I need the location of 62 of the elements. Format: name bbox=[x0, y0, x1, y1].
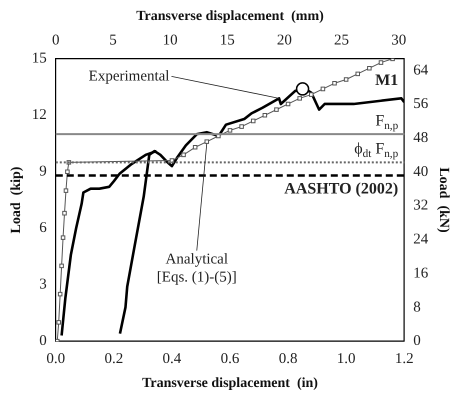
x2-tick-label: 15 bbox=[220, 32, 235, 49]
point bbox=[192, 145, 198, 150]
x2-axis-title: Transverse displacement (mm) bbox=[136, 9, 324, 24]
y-tick-label: 15 bbox=[32, 50, 47, 67]
point bbox=[60, 235, 66, 240]
point bbox=[65, 169, 70, 174]
y-tick-label: 9 bbox=[39, 164, 47, 180]
x2-tick-label: 10 bbox=[162, 32, 178, 49]
y2-tick-label: 24 bbox=[413, 232, 429, 248]
point bbox=[296, 82, 310, 96]
x2-tick-label: 30 bbox=[391, 32, 406, 49]
point bbox=[228, 128, 232, 133]
y-tick-label: 6 bbox=[39, 220, 48, 236]
x-tick-label: 0.8 bbox=[278, 351, 298, 368]
x2-tick-label: 0 bbox=[52, 32, 60, 49]
y2-tick-label: 64 bbox=[413, 62, 429, 78]
point bbox=[274, 107, 279, 112]
point bbox=[239, 124, 244, 129]
x2-tick-label: 25 bbox=[334, 32, 350, 49]
x-tick-label: 0.0 bbox=[46, 351, 66, 368]
point bbox=[181, 152, 186, 158]
point bbox=[59, 264, 64, 268]
point bbox=[367, 66, 372, 70]
y-tick-label: 3 bbox=[39, 276, 47, 293]
x2-tick-label: 5 bbox=[109, 32, 117, 49]
y2-tick-label: 16 bbox=[413, 265, 429, 282]
x-tick-label: 0.2 bbox=[104, 351, 124, 368]
point bbox=[204, 139, 210, 144]
x-tick-label: 0.4 bbox=[162, 351, 182, 368]
point bbox=[62, 210, 67, 216]
y-tick-label: 12 bbox=[32, 107, 47, 124]
point bbox=[355, 72, 360, 76]
x-tick-label: 1.0 bbox=[336, 351, 356, 368]
y-axis-title: Load (kip) bbox=[9, 166, 24, 234]
point bbox=[262, 113, 268, 118]
point bbox=[250, 118, 256, 124]
point bbox=[320, 86, 326, 92]
point bbox=[332, 81, 337, 86]
x-axis-title: Transverse displacement (in) bbox=[142, 376, 318, 392]
point bbox=[309, 92, 314, 97]
y2-tick-label: 32 bbox=[413, 198, 428, 214]
y2-tick-label: 0 bbox=[413, 333, 421, 350]
point bbox=[286, 102, 290, 106]
x-tick-label: 0.6 bbox=[220, 351, 240, 368]
point bbox=[58, 292, 62, 296]
y2-tick-label: 48 bbox=[413, 130, 428, 146]
x-tick-label: 1.2 bbox=[394, 351, 414, 368]
point bbox=[378, 60, 384, 65]
point bbox=[297, 96, 302, 101]
annotation: Experimental bbox=[88, 68, 170, 84]
ref-line-label: AASHTO (2002) bbox=[284, 180, 398, 198]
y2-tick-label: 56 bbox=[413, 96, 429, 112]
y2-axis-title: Load (kN) bbox=[436, 167, 451, 234]
y-tick-label: 0 bbox=[39, 333, 47, 350]
point bbox=[56, 320, 61, 325]
x2-tick-label: 20 bbox=[276, 32, 292, 49]
point bbox=[64, 188, 68, 193]
y2-tick-label: 8 bbox=[413, 299, 421, 316]
y2-tick-label: 40 bbox=[413, 164, 428, 180]
annotation: M1 bbox=[375, 72, 398, 89]
annotation: Analytical [Eqs. (1)-(5)] bbox=[156, 252, 237, 286]
point bbox=[344, 77, 348, 82]
